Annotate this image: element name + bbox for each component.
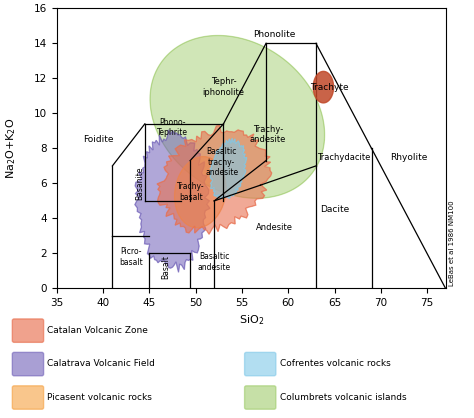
Polygon shape xyxy=(150,36,325,198)
Text: Basaltic
trachy-
andesite: Basaltic trachy- andesite xyxy=(205,148,238,177)
Text: Basalt: Basalt xyxy=(162,255,171,279)
Text: Dacite: Dacite xyxy=(320,205,349,214)
Text: Basaltic
andesite: Basaltic andesite xyxy=(198,252,231,272)
Text: Andesite: Andesite xyxy=(256,223,293,232)
Text: LeBas et al 1986 NM100: LeBas et al 1986 NM100 xyxy=(449,200,456,285)
Text: Picasent volcanic rocks: Picasent volcanic rocks xyxy=(47,393,152,402)
Text: Phonolite: Phonolite xyxy=(253,30,296,39)
X-axis label: SiO$_2$: SiO$_2$ xyxy=(238,314,264,327)
Text: Cofrentes volcanic rocks: Cofrentes volcanic rocks xyxy=(280,359,391,368)
Text: Tephr-
iphonolite: Tephr- iphonolite xyxy=(202,77,245,97)
Text: Columbrets volcanic islands: Columbrets volcanic islands xyxy=(280,393,406,402)
Text: Picro-
basalt: Picro- basalt xyxy=(119,247,143,267)
Y-axis label: Na$_2$O+K$_2$O: Na$_2$O+K$_2$O xyxy=(4,118,18,179)
Text: Basanite: Basanite xyxy=(136,167,145,200)
Polygon shape xyxy=(157,125,272,234)
Text: Foidite: Foidite xyxy=(83,135,114,144)
Polygon shape xyxy=(313,71,334,103)
Polygon shape xyxy=(210,138,247,199)
Text: Trachy-
andesite: Trachy- andesite xyxy=(250,125,286,144)
Text: Trachy-
basalt: Trachy- basalt xyxy=(177,182,205,202)
Polygon shape xyxy=(135,130,210,272)
Text: Calatrava Volcanic Field: Calatrava Volcanic Field xyxy=(47,359,155,368)
Text: Phono-
Tephrite: Phono- Tephrite xyxy=(157,118,188,137)
Text: Trachyte: Trachyte xyxy=(310,83,349,92)
Text: Rhyolite: Rhyolite xyxy=(390,153,427,162)
Text: Catalan Volcanic Zone: Catalan Volcanic Zone xyxy=(47,326,148,335)
Polygon shape xyxy=(174,157,226,228)
Text: Trachydacite: Trachydacite xyxy=(317,153,371,162)
